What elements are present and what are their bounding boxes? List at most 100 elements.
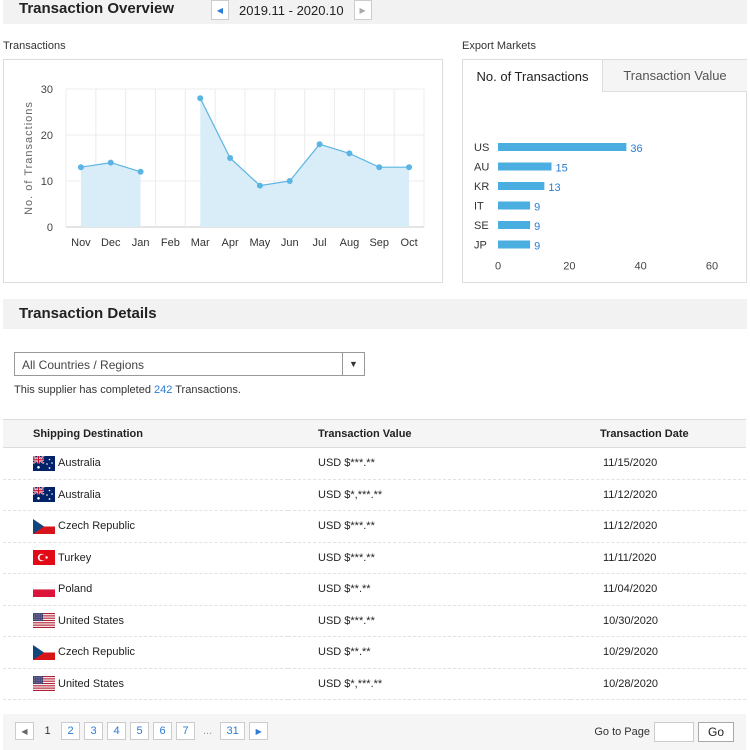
page-4[interactable]: 4 [107,722,126,740]
overview-header: Transaction Overview ◀ 2019.11 - 2020.10… [3,0,747,24]
export-markets-bar-chart: US 36 AU 15 KR 13 IT 9 SE 9 JP 9 0 20 40 60 [474,142,718,273]
y-tick-label: 30 [41,84,53,96]
page-list: ◀ 1 2 3 4 5 6 7 ... 31 ▶ [15,722,272,740]
value-cell: USD $**.** [288,573,571,606]
flag-au-icon [32,486,55,503]
y-tick-label: 20 [41,130,53,142]
destination-name: Turkey [58,551,92,564]
bar[interactable] [498,143,627,151]
data-point[interactable] [316,141,323,148]
value-cell: USD $*,***.** [288,479,571,511]
x-tick-label: May [250,237,271,249]
destination-cell: Czech Republic [3,510,288,543]
page-7[interactable]: 7 [176,722,195,740]
table-row: Australia USD $***.** 11/15/2020 [3,447,746,480]
tab-no-of-transactions[interactable]: No. of Transactions [463,60,603,92]
value-cell: USD $***.** [288,510,571,543]
x-tick-label: 0 [495,261,501,273]
bar[interactable] [498,182,545,190]
x-tick-label: Oct [401,237,418,249]
date-cell: 11/04/2020 [571,573,746,606]
bar[interactable] [498,201,531,210]
details-header: Transaction Details [3,299,747,329]
prev-period-button[interactable]: ◀ [211,0,229,20]
destination-name: Czech Republic [58,646,136,659]
x-tick-label: Jun [281,237,299,249]
destination-name: Poland [58,583,93,596]
destination-cell: United States [3,668,288,700]
caret-right-icon: ▶ [359,5,366,15]
page-5[interactable]: 5 [130,722,149,740]
value-cell: USD $**.** [288,636,571,669]
page-2[interactable]: 2 [61,722,80,740]
table-header-row: Shipping Destination Transaction Value T… [3,419,746,448]
country-region-select[interactable]: All Countries / Regions ▼ [14,352,365,376]
data-point[interactable] [346,150,353,157]
bar-value-label: 13 [548,182,560,194]
data-point[interactable] [227,155,234,161]
date-cell: 11/12/2020 [571,479,746,511]
page-3[interactable]: 3 [84,722,103,740]
period-selector: ◀ 2019.11 - 2020.10 ▶ [211,0,372,20]
value-cell: USD $*,***.** [288,668,571,700]
go-button[interactable]: Go [698,722,734,742]
x-tick-label: Jan [132,237,150,249]
x-tick-label: Jul [313,237,327,249]
overview-title: Transaction Overview [19,0,175,17]
x-tick-label: Sep [369,237,389,249]
caret-left-icon: ◀ [216,5,224,15]
bar-value-label: 9 [534,221,540,233]
bar[interactable] [498,221,531,229]
table-row: Czech Republic USD $**.** 10/29/2020 [3,636,746,669]
x-tick-label: 60 [706,261,718,273]
data-point[interactable] [376,164,383,171]
details-title: Transaction Details [19,305,157,322]
data-point[interactable] [286,178,293,184]
data-point[interactable] [107,159,114,166]
x-tick-label: Apr [222,237,239,249]
page-ellipsis: ... [203,725,213,737]
x-tick-label: Nov [71,237,91,249]
completed-count: 242 [154,384,173,396]
bar[interactable] [498,240,531,249]
pagination: ◀ 1 2 3 4 5 6 7 ... 31 ▶ Go to Page Go [3,714,746,750]
data-point[interactable] [77,164,84,171]
data-point[interactable] [256,182,263,189]
tab-transaction-value[interactable]: Transaction Value [603,60,747,92]
next-period-button[interactable]: ▶ [353,0,372,20]
page-last[interactable]: 31 [220,722,246,740]
x-tick-label: Feb [161,237,180,249]
caret-down-icon[interactable]: ▼ [342,353,364,375]
goto-page-input[interactable] [654,722,694,742]
data-point[interactable] [197,95,204,102]
next-page-button[interactable]: ▶ [249,722,269,740]
caret-right-icon: ▶ [255,726,262,736]
completed-suffix: Transactions. [175,384,241,396]
prev-page-button[interactable]: ◀ [15,722,34,740]
transactions-caption: Transactions [3,40,66,52]
data-point[interactable] [406,164,413,171]
y-tick-label: 0 [47,222,53,234]
completed-summary: This supplier has completed 242 Transact… [14,384,241,396]
value-cell: USD $***.** [288,447,571,480]
date-cell: 10/29/2020 [571,636,746,669]
y-tick-label: 10 [41,176,53,188]
destination-name: United States [58,614,125,627]
page-current: 1 [44,725,51,737]
table-row: United States USD $***.** 10/30/2020 [3,605,746,637]
bar-category-label: US [474,142,489,154]
flag-cz-icon [33,644,55,660]
bar[interactable] [498,162,552,171]
table-row: Czech Republic USD $***.** 11/12/2020 [3,510,746,543]
export-markets-caption: Export Markets [462,40,536,52]
flag-us-icon [33,613,55,629]
x-tick-label: Mar [191,237,210,249]
column-transaction-value: Transaction Value [288,419,571,448]
caret-left-icon: ◀ [21,726,28,736]
data-point[interactable] [137,168,144,175]
destination-cell: Turkey [3,542,288,574]
bar-value-label: 9 [534,241,540,253]
table-row: United States USD $*,***.** 10/28/2020 [3,668,746,700]
transaction-table: Shipping Destination Transaction Value T… [3,419,746,700]
page-6[interactable]: 6 [153,722,172,740]
